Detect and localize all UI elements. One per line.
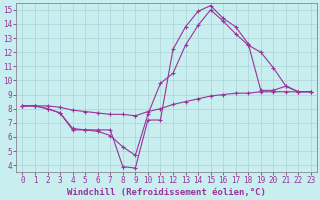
X-axis label: Windchill (Refroidissement éolien,°C): Windchill (Refroidissement éolien,°C) <box>67 188 266 197</box>
